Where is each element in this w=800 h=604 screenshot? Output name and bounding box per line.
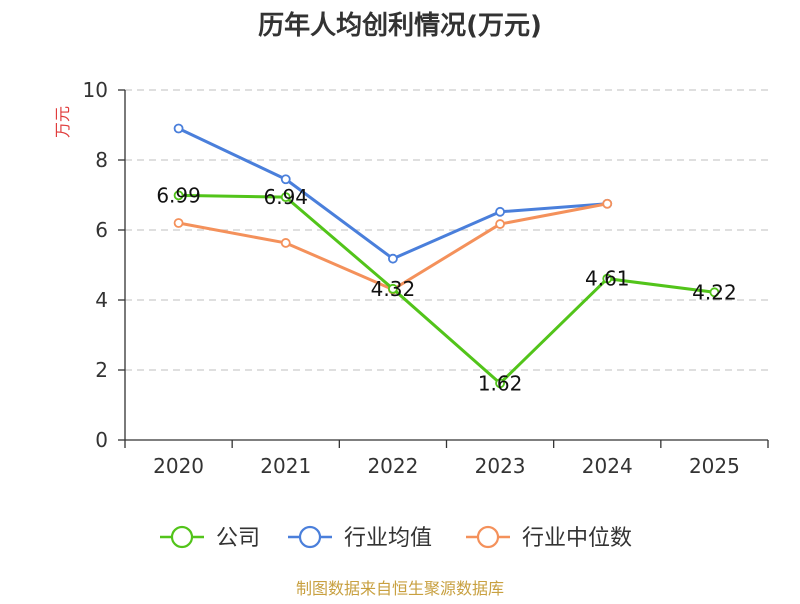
data-point bbox=[173, 123, 184, 134]
x-tick-label: 2025 bbox=[689, 454, 740, 478]
legend-item[interactable]: 行业中位数 bbox=[466, 525, 632, 551]
y-tick-label: 0 bbox=[95, 428, 108, 452]
y-tick-label: 4 bbox=[95, 288, 108, 312]
legend-item[interactable]: 行业均值 bbox=[288, 525, 432, 551]
data-labels: 6.99 6.94 4.32 1.62 4.61 4.22 bbox=[156, 183, 736, 395]
data-point bbox=[280, 174, 291, 185]
data-point bbox=[173, 218, 184, 228]
x-tick-label: 2023 bbox=[475, 454, 526, 478]
legend-label: 行业中位数 bbox=[522, 526, 632, 551]
legend-marker-icon bbox=[298, 525, 322, 549]
legend-marker-icon bbox=[476, 525, 500, 549]
data-point bbox=[709, 287, 720, 298]
data-label: 6.94 bbox=[263, 185, 308, 209]
chart-title: 历年人均创利情况(万元) bbox=[258, 10, 542, 41]
series-line bbox=[178, 193, 715, 385]
source-note: 制图数据来自恒生聚源数据库 bbox=[296, 579, 504, 598]
legend[interactable]: 公司 行业均值 行业中位数 bbox=[160, 525, 632, 551]
data-point bbox=[388, 283, 398, 294]
data-label: 1.62 bbox=[478, 371, 523, 395]
data-point bbox=[280, 192, 291, 203]
x-tick-label: 2020 bbox=[153, 454, 204, 478]
data-point bbox=[602, 273, 613, 284]
data-point bbox=[280, 238, 291, 248]
axes: 0 2 4 6 8 10 2020 2021 2022 2023 2024 2025 bbox=[83, 78, 769, 478]
legend-label: 公司 bbox=[216, 526, 260, 551]
data-point bbox=[388, 253, 398, 264]
data-label: 6.99 bbox=[156, 183, 201, 207]
legend-label: 行业均值 bbox=[344, 526, 432, 551]
x-tick-label: 2021 bbox=[260, 454, 311, 478]
x-tick-label: 2022 bbox=[367, 454, 418, 478]
data-point bbox=[495, 378, 505, 389]
legend-item[interactable]: 公司 bbox=[160, 525, 260, 551]
data-point bbox=[495, 206, 505, 217]
series-line bbox=[177, 127, 608, 261]
y-tick-label: 6 bbox=[95, 218, 108, 242]
y-tick-label: 2 bbox=[95, 358, 108, 382]
x-tick-label: 2024 bbox=[582, 454, 633, 478]
data-point bbox=[173, 190, 184, 201]
data-label: 4.22 bbox=[692, 280, 737, 304]
data-point bbox=[495, 219, 505, 229]
data-point bbox=[602, 198, 613, 209]
legend-marker-icon bbox=[170, 525, 194, 549]
data-label: 4.61 bbox=[585, 267, 630, 291]
series-lines bbox=[173, 123, 720, 389]
y-tick-label: 8 bbox=[95, 148, 108, 172]
y-tick-label: 10 bbox=[83, 78, 108, 102]
y-axis-label: 万元 bbox=[53, 106, 72, 138]
data-label: 4.32 bbox=[371, 277, 416, 301]
